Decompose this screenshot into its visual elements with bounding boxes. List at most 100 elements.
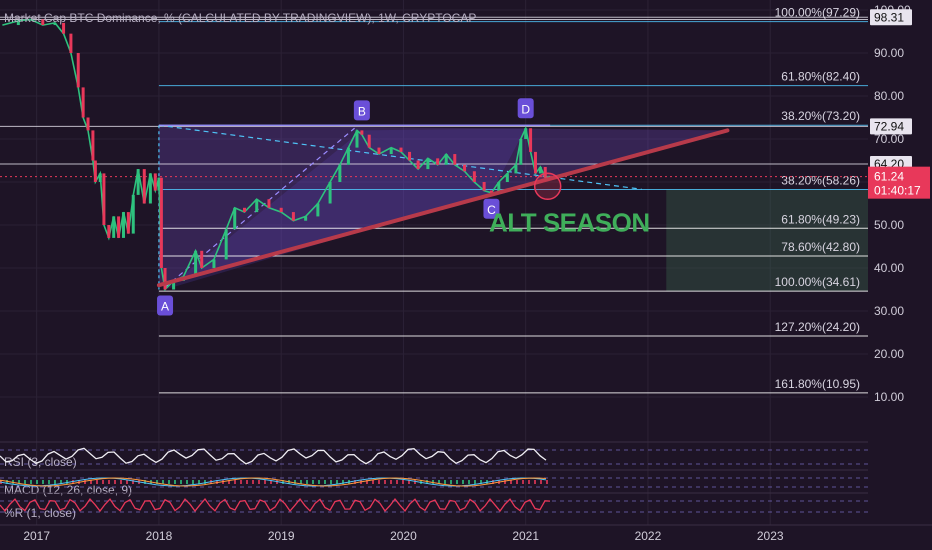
macd-histogram-bar	[450, 480, 452, 484]
macd-histogram-bar	[282, 480, 284, 484]
macd-histogram-bar	[48, 480, 50, 484]
candle-body	[533, 151, 537, 174]
candle-body	[200, 250, 204, 268]
price-badge	[870, 118, 912, 135]
support-trendline	[156, 128, 730, 288]
candle-body	[279, 207, 283, 213]
macd-histogram-bar	[504, 480, 506, 484]
candle-body	[121, 212, 125, 238]
candle-body	[29, 19, 33, 21]
current-price-badge	[868, 166, 930, 199]
macd-histogram-bar	[66, 480, 68, 484]
macd-histogram-bar	[516, 480, 518, 484]
candle-body	[153, 173, 157, 191]
wave-label-box[interactable]	[353, 100, 370, 121]
wave-label-box[interactable]	[517, 98, 534, 119]
candle-body	[62, 22, 66, 34]
macd-histogram-bar	[492, 480, 494, 484]
y-tick-label: 70.00	[874, 132, 904, 146]
y-tick-label: 20.00	[874, 347, 904, 361]
macd-histogram-bar	[540, 480, 542, 484]
macd-histogram-bar	[36, 480, 38, 484]
alt-season-zone	[666, 189, 868, 292]
candle-body	[426, 158, 430, 170]
current-price-label: 61.24	[874, 170, 904, 184]
macd-histogram-bar	[366, 480, 368, 484]
macd-histogram-bar	[234, 480, 236, 484]
macd-histogram-bar	[132, 480, 134, 484]
macd-histogram-bar	[72, 480, 74, 484]
candle-body	[346, 147, 350, 165]
candle-body	[53, 22, 57, 26]
macd-histogram-bar	[54, 480, 56, 484]
fib-level-label: 161.80%(10.95)	[775, 377, 860, 391]
y-tick-label: 80.00	[874, 89, 904, 103]
candle-body	[524, 128, 528, 139]
dashed-trend-line	[158, 124, 642, 190]
fib-level-label: 100.00%(97.29)	[775, 6, 860, 20]
candle-body	[489, 190, 493, 193]
macd-histogram-bar	[156, 480, 158, 484]
candle-body	[328, 182, 332, 204]
fib-level-label: 38.20%(58.26)	[781, 173, 860, 187]
highlight-circle	[533, 172, 562, 201]
wave-label-c: C	[487, 203, 496, 217]
candle-body	[148, 173, 152, 204]
macd-histogram-bar	[96, 480, 98, 484]
macd-histogram-bar	[258, 480, 260, 484]
candle-body	[126, 212, 130, 234]
macd-histogram-bar	[240, 480, 242, 484]
macd-histogram-bar	[144, 480, 146, 484]
candle-body	[102, 173, 106, 225]
bcd-triangle-fill	[361, 128, 526, 193]
macd-histogram-bar	[186, 480, 188, 484]
macd-histogram-bar	[336, 480, 338, 484]
x-tick-label: 2020	[390, 529, 417, 543]
candle-body	[472, 171, 476, 182]
macd-histogram-bar	[330, 480, 332, 484]
macd-histogram-bar	[198, 480, 200, 484]
macd-histogram-bar	[42, 480, 44, 484]
macd-histogram-bar	[306, 480, 308, 484]
macd-histogram-bar	[402, 480, 404, 484]
candle-body	[81, 87, 85, 118]
macd-histogram-bar	[24, 480, 26, 484]
fib-level-label: 100.00%(34.61)	[775, 275, 860, 289]
candle-body	[408, 151, 412, 161]
candle-body	[93, 160, 97, 182]
macd-histogram-bar	[6, 480, 8, 484]
candle-body	[91, 130, 95, 161]
candle-body	[172, 280, 176, 290]
wave-label-box[interactable]	[483, 198, 500, 219]
macd-histogram-bar	[60, 480, 62, 484]
candle-body	[482, 182, 486, 191]
macd-histogram-bar	[372, 480, 374, 484]
macd-histogram-bar	[474, 480, 476, 484]
macd-histogram-bar	[426, 480, 428, 484]
x-tick-label: 2021	[512, 529, 539, 543]
candle-body	[41, 19, 45, 26]
macd-histogram-bar	[354, 480, 356, 484]
macd-histogram-bar	[174, 480, 176, 484]
macd-histogram-bar	[444, 480, 446, 484]
macd-histogram-bar	[468, 480, 470, 484]
price-badge	[870, 9, 912, 26]
candle-body	[538, 166, 542, 174]
candle-body	[255, 199, 259, 213]
wave-label-a: A	[161, 300, 169, 314]
candle-body	[416, 160, 420, 170]
candle-body	[519, 139, 523, 165]
macd-histogram-bar	[120, 480, 122, 484]
wave-label-box[interactable]	[157, 295, 174, 316]
fib-level-label: 61.80%(49.23)	[781, 212, 860, 226]
macd-histogram-bar	[180, 480, 182, 484]
y-tick-label: 10.00	[874, 390, 904, 404]
macd-histogram-bar	[408, 480, 410, 484]
candle-body	[514, 164, 518, 174]
macd-histogram-bar	[168, 480, 170, 484]
macd-histogram-bar	[324, 480, 326, 484]
candle-body	[338, 164, 342, 182]
macd-histogram-bar	[528, 480, 530, 484]
price-axis-panel	[868, 0, 932, 550]
